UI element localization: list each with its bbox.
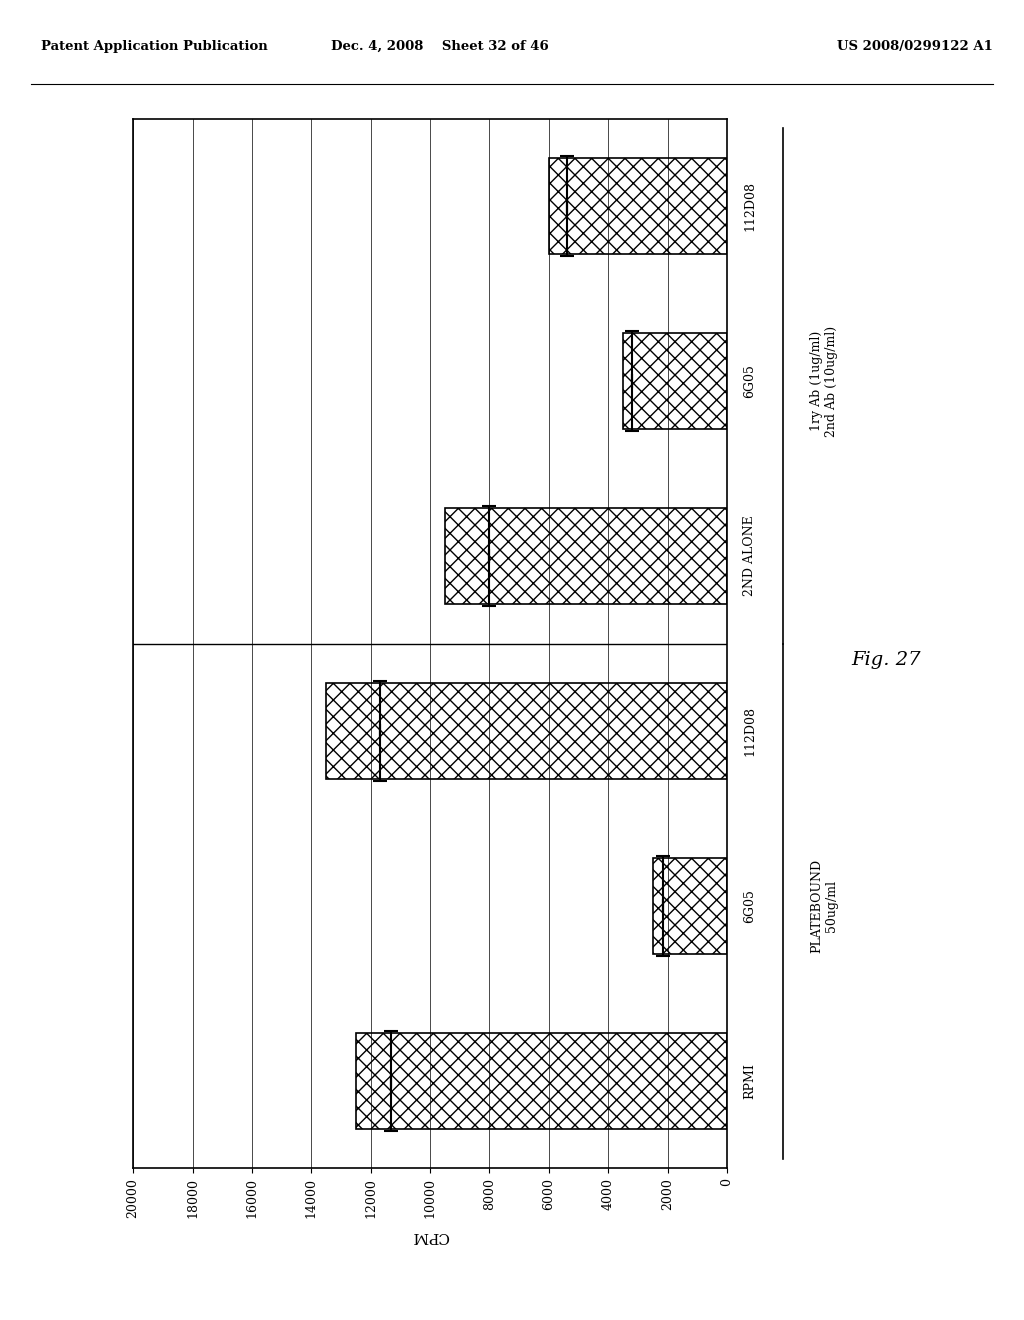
X-axis label: CPM: CPM <box>412 1229 449 1243</box>
Bar <box>549 158 727 255</box>
Text: PLATEBOUND
50ug/ml: PLATEBOUND 50ug/ml <box>810 859 839 953</box>
Text: Dec. 4, 2008    Sheet 32 of 46: Dec. 4, 2008 Sheet 32 of 46 <box>332 40 549 53</box>
Text: 112D08: 112D08 <box>743 181 756 231</box>
Text: Fig. 27: Fig. 27 <box>851 651 921 669</box>
Bar <box>623 333 727 429</box>
Text: RPMI: RPMI <box>743 1063 756 1098</box>
Text: Patent Application Publication: Patent Application Publication <box>41 40 267 53</box>
Text: 1ry Ab (1ug/ml)
2nd Ab (10ug/ml): 1ry Ab (1ug/ml) 2nd Ab (10ug/ml) <box>810 326 839 437</box>
Bar <box>356 1032 727 1129</box>
Text: US 2008/0299122 A1: US 2008/0299122 A1 <box>838 40 993 53</box>
Text: 6G05: 6G05 <box>743 888 756 923</box>
Text: 6G05: 6G05 <box>743 364 756 399</box>
Text: 2ND ALONE: 2ND ALONE <box>743 516 756 597</box>
Bar <box>326 682 727 779</box>
Bar <box>653 858 727 954</box>
Bar <box>444 508 727 605</box>
Text: 112D08: 112D08 <box>743 706 756 756</box>
